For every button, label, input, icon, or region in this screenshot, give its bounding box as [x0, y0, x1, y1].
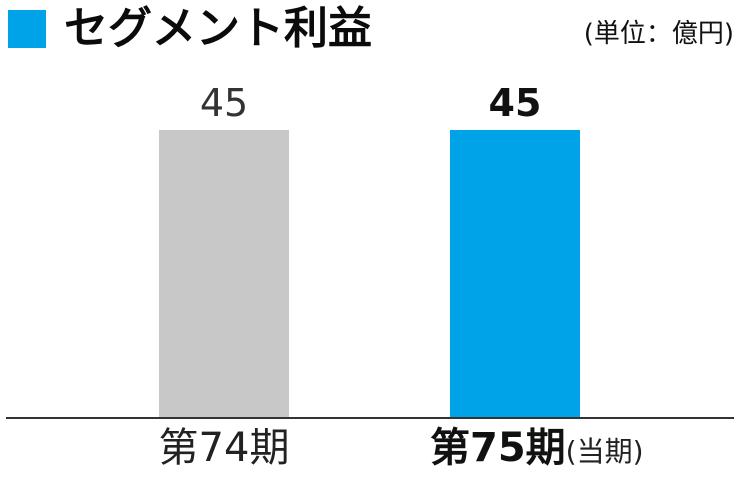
chart-title: セグメント利益	[64, 3, 372, 54]
bar-current	[450, 130, 580, 417]
bar-prev	[159, 130, 289, 417]
title-marker	[8, 10, 46, 48]
category-label-current: 第75期	[430, 425, 566, 471]
category-note-current: (当期)	[565, 435, 644, 468]
category-label-prev: 第74期	[158, 425, 290, 471]
value-label-prev: 45	[200, 81, 248, 125]
category-label-current-group: 第75期(当期)	[430, 420, 730, 476]
unit-label: (単位：億円)	[583, 19, 734, 49]
value-label-current: 45	[489, 81, 542, 125]
